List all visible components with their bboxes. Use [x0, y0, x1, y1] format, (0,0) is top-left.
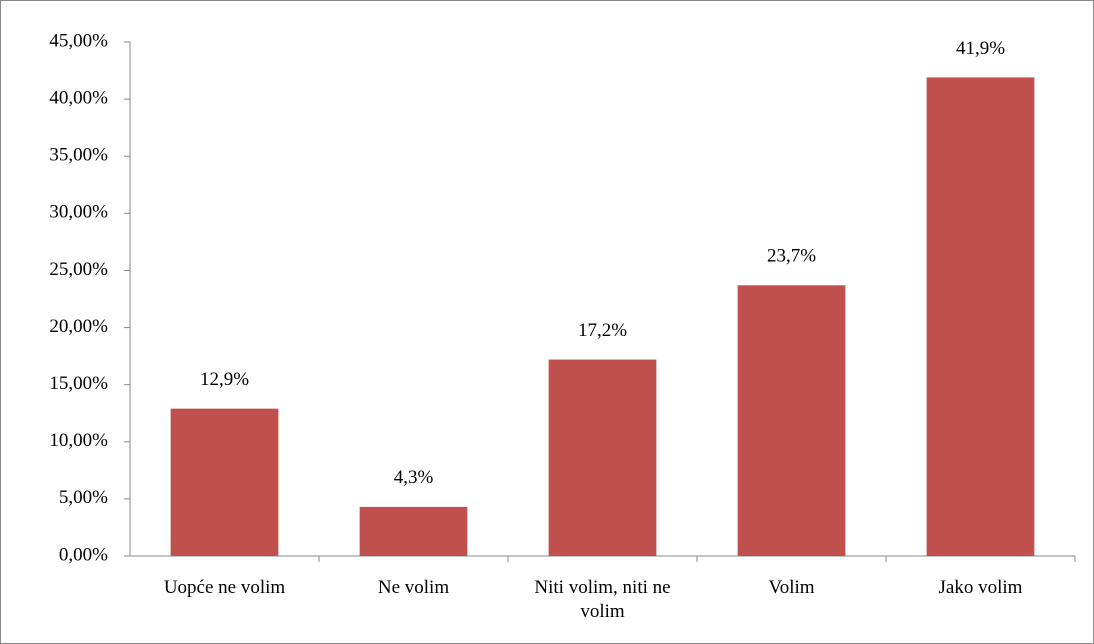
x-tick-label: Volim: [768, 577, 815, 598]
y-tick-label: 5,00%: [59, 487, 108, 508]
y-tick-label: 30,00%: [49, 202, 108, 223]
y-tick-label: 20,00%: [49, 316, 108, 337]
bar: [548, 359, 657, 556]
x-tick-label: Jako volim: [938, 577, 1023, 598]
y-tick-label: 15,00%: [49, 373, 108, 394]
x-tick-label: Ne volim: [377, 577, 450, 598]
bar: [170, 408, 279, 556]
y-tick-label: 0,00%: [59, 544, 108, 565]
data-label: 23,7%: [767, 246, 816, 267]
data-label: 4,3%: [394, 467, 434, 488]
data-label: 17,2%: [578, 320, 627, 341]
y-tick-label: 40,00%: [49, 87, 108, 108]
bar: [359, 506, 468, 556]
y-tick-label: 10,00%: [49, 430, 108, 451]
bar: [926, 77, 1035, 557]
y-tick-label: 35,00%: [49, 145, 108, 166]
bar: [737, 285, 846, 556]
x-tick-label: Uopće ne volim: [163, 577, 286, 598]
data-label: 12,9%: [200, 369, 249, 390]
y-tick-label: 25,00%: [49, 259, 108, 280]
y-tick-label: 45,00%: [49, 30, 108, 51]
data-label: 41,9%: [956, 38, 1005, 59]
x-tick-label: Niti volim, niti ne volim: [534, 577, 671, 622]
